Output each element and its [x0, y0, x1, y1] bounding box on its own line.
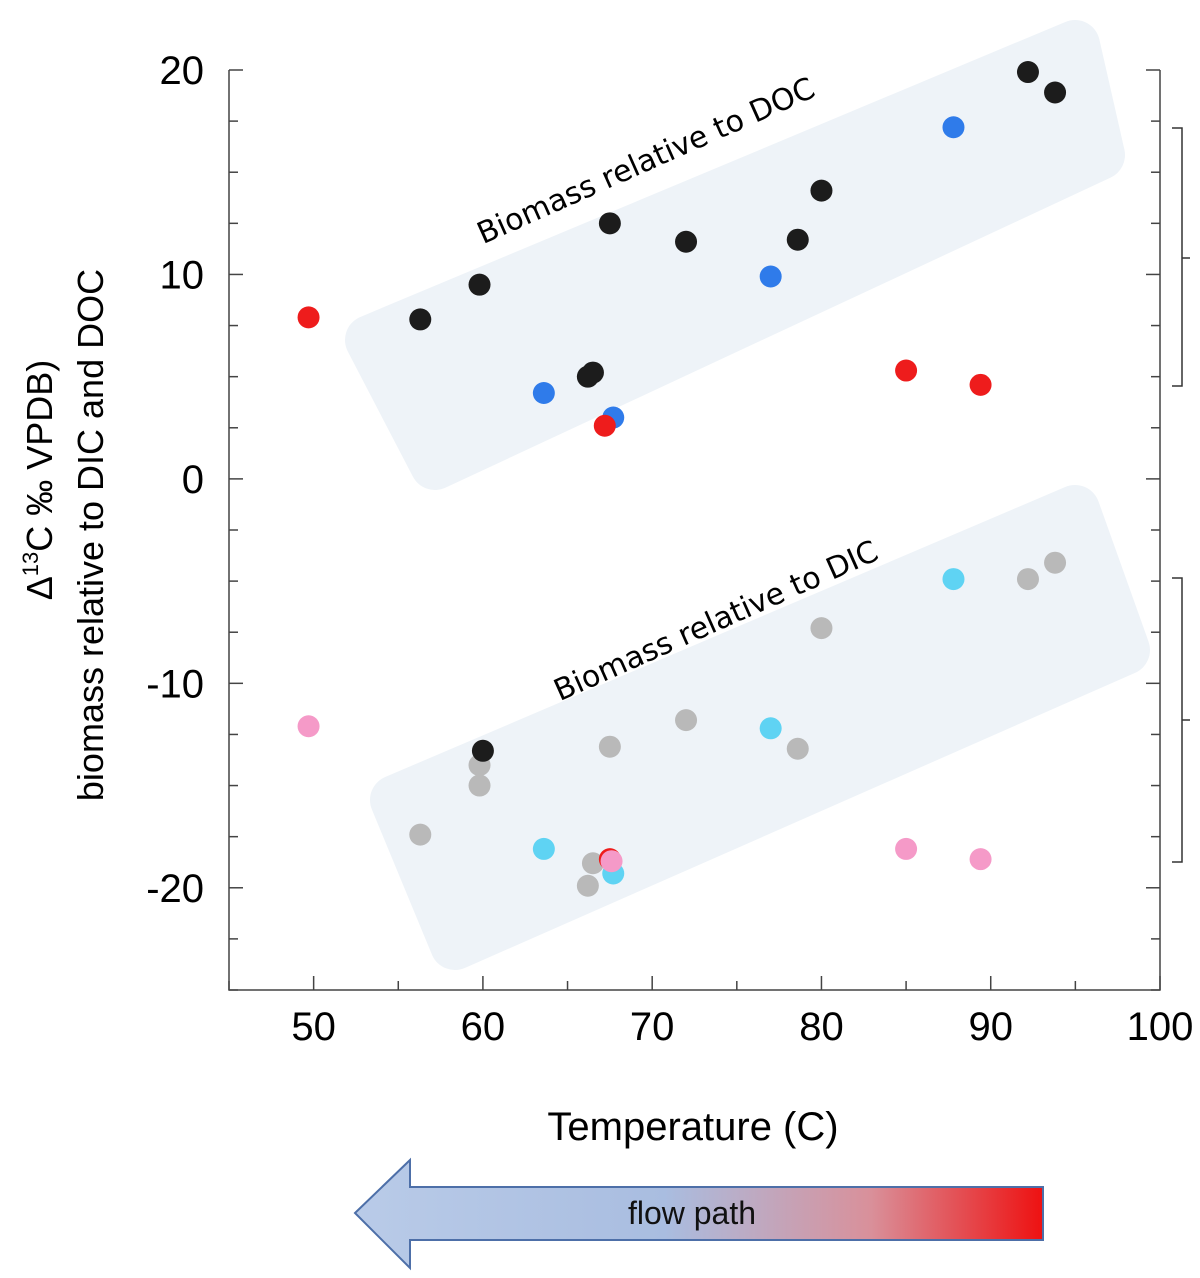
- data-point: [942, 116, 965, 139]
- data-point: [468, 774, 491, 797]
- x-axis-label: Temperature (C): [547, 1105, 838, 1149]
- flow-path-arrow: [353, 1157, 1044, 1271]
- data-point: [969, 848, 992, 871]
- y-tick-label: 10: [160, 253, 205, 297]
- data-point: [409, 823, 432, 846]
- x-tick-label: 60: [461, 1005, 506, 1049]
- bracket-upper: [1172, 127, 1190, 387]
- y-tick-label: -10: [146, 662, 204, 706]
- y-tick-label: 0: [182, 458, 204, 502]
- data-point: [471, 739, 494, 762]
- data-point: [942, 568, 965, 591]
- data-point: [1016, 568, 1039, 591]
- data-point: [759, 265, 782, 288]
- data-point: [895, 837, 918, 860]
- data-point: [600, 850, 623, 873]
- data-point: [1044, 81, 1067, 104]
- data-point: [593, 414, 616, 437]
- superscript-13: 13: [18, 552, 43, 576]
- y-tick-label: 20: [160, 49, 205, 93]
- x-tick-label: 50: [291, 1005, 336, 1049]
- data-point: [786, 737, 809, 760]
- data-point: [468, 273, 491, 296]
- doc-band: [345, 20, 1125, 490]
- data-point: [810, 179, 833, 202]
- data-point: [969, 373, 992, 396]
- bracket-lower: [1172, 577, 1190, 863]
- data-point: [1044, 551, 1067, 574]
- data-point: [598, 212, 621, 235]
- data-point: [895, 359, 918, 382]
- x-tick-label: 70: [630, 1005, 675, 1049]
- y-tick-label: -20: [146, 867, 204, 911]
- y-axis-label-line1: Δ13C ‰ VPDB): [18, 360, 60, 601]
- data-point: [675, 709, 698, 732]
- data-point: [532, 382, 555, 405]
- data-point: [810, 617, 833, 640]
- data-point: [581, 852, 604, 875]
- y-axis-label-line2: biomass relative to DIC and DOC: [70, 269, 111, 801]
- data-points: [297, 61, 1067, 897]
- flow-path-label: flow path: [628, 1195, 756, 1231]
- delta-symbol: Δ: [19, 576, 60, 600]
- data-point: [576, 874, 599, 897]
- data-point: [297, 715, 320, 738]
- data-point: [532, 837, 555, 860]
- data-point: [598, 735, 621, 758]
- data-point: [409, 308, 432, 331]
- data-point: [1016, 61, 1039, 84]
- ylabel-rest: C ‰ VPDB): [19, 360, 60, 552]
- data-point: [675, 230, 698, 253]
- data-point: [297, 306, 320, 329]
- data-point: [786, 228, 809, 251]
- x-tick-label: 100: [1127, 1005, 1194, 1049]
- data-point: [581, 361, 604, 384]
- x-tick-label: 80: [799, 1005, 844, 1049]
- x-tick-label: 90: [968, 1005, 1013, 1049]
- data-point: [759, 717, 782, 740]
